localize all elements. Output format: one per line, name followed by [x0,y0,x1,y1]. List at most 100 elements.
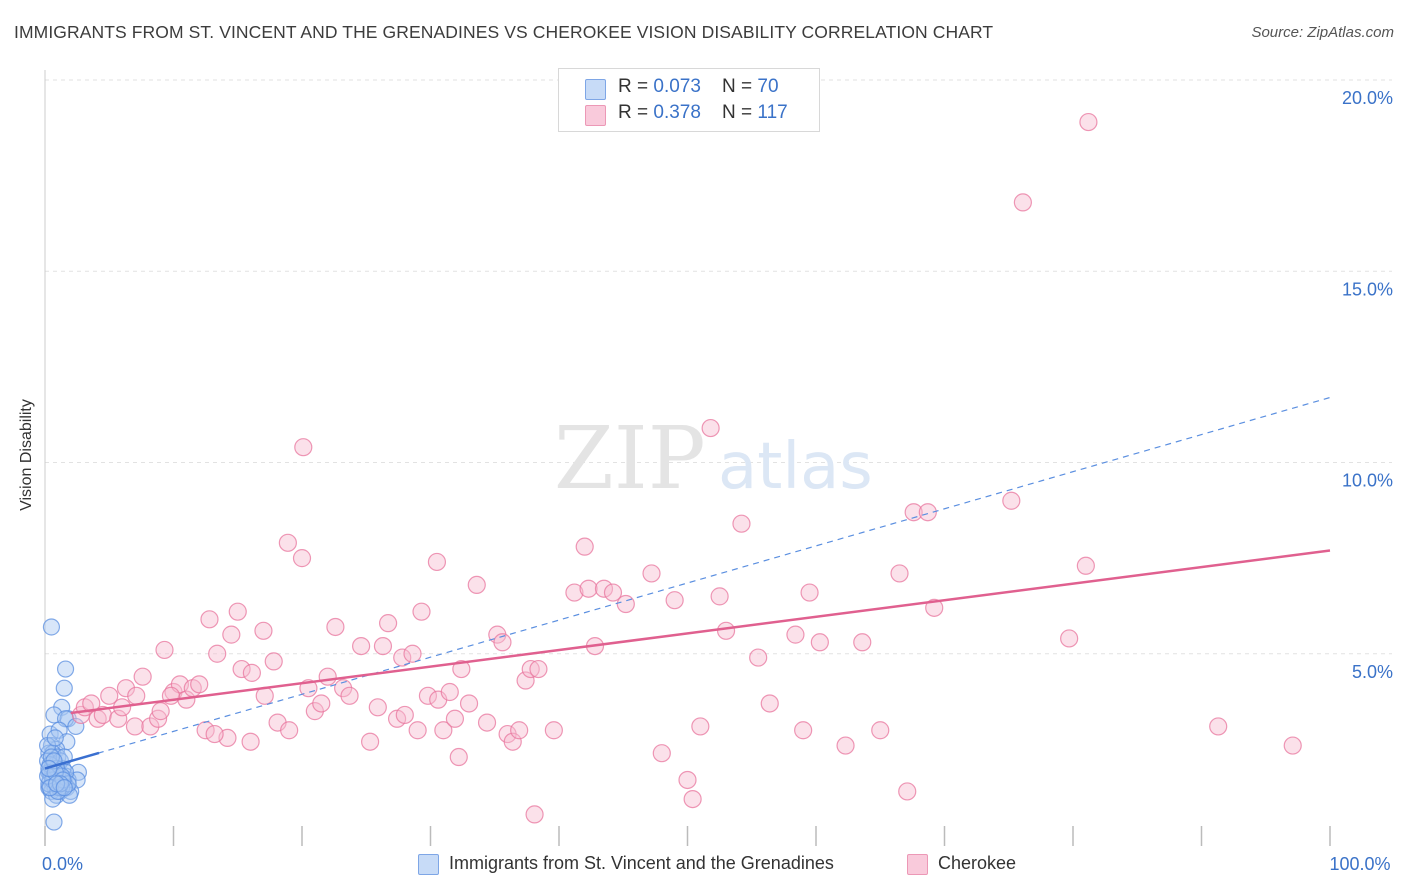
point-cherokee [918,503,937,522]
point-cherokee [579,579,598,598]
point-cherokee [701,418,720,438]
point-cherokee [427,552,447,572]
point-cherokee [294,438,313,457]
point-cherokee [254,621,273,640]
point-cherokee [853,633,872,652]
point-cherokee [836,736,855,755]
x-tick-label: 100.0% [1329,854,1390,874]
point-cherokee [205,724,224,744]
point-cherokee [326,617,345,637]
point-cherokee [683,789,702,809]
point-cherokee [616,594,635,614]
point-immigrants [67,717,85,736]
point-cherokee [93,705,112,725]
watermark-atlas: atlas [718,430,873,504]
point-cherokee [352,636,371,656]
point-cherokee [716,621,736,640]
point-cherokee [794,721,813,740]
point-cherokee [418,686,438,705]
legend-r-value: 0.378 [653,102,701,123]
point-cherokee [898,782,917,801]
legend-r-value: 0.073 [653,76,701,97]
point-cherokee [82,694,101,713]
point-cherokee [292,549,312,568]
point-cherokee [241,732,260,751]
point-cherokee [109,709,128,728]
point-cherokee [127,686,146,705]
y-tick-label: 20.0% [1342,88,1393,108]
trend-line-immigrants-dashed [44,396,1331,770]
legend-n-label: N = [722,102,758,123]
point-immigrants [56,660,75,678]
point-cherokee [222,625,241,644]
point-immigrants [42,618,61,636]
point-cherokee [665,591,684,610]
point-cherokee [1002,491,1021,510]
point-immigrants [46,729,64,747]
point-cherokee [904,503,923,522]
point-cherokee [125,717,145,736]
point-cherokee [200,610,219,629]
point-cherokee [575,537,594,556]
point-cherokee [242,663,261,682]
chart-source: Source: ZipAtlas.com [1251,24,1394,41]
bottom-legend-swatch-cherokee [907,854,928,875]
point-cherokee [452,659,471,679]
point-cherokee [412,602,431,621]
stats-legend: R = 0.073 N = 70 R = 0.378 N = 117 [558,68,820,132]
y-tick-label: 10.0% [1342,471,1393,491]
point-immigrants [55,679,73,697]
legend-r-label: R = [618,76,654,97]
point-cherokee [340,686,359,705]
point-cherokee [1283,736,1302,755]
point-cherokee [871,721,890,740]
point-cherokee [800,583,819,602]
point-cherokee [1060,629,1079,648]
legend-swatch-cherokee [585,105,606,126]
point-cherokee [449,747,468,767]
point-cherokee [652,744,671,763]
point-cherokee [544,721,563,740]
point-cherokee [434,721,453,740]
bottom-legend-swatch-immigrants [418,854,439,875]
point-cherokee [521,659,540,679]
bottom-legend-label-cherokee: Cherokee [938,853,1017,873]
point-cherokee [565,583,584,602]
point-cherokee [510,721,529,740]
point-cherokee [760,694,779,713]
point-cherokee [141,717,160,736]
point-cherokee [133,667,152,686]
legend-n-label: N = [722,76,758,97]
tick-labels: 5.0% 10.0% 15.0% 20.0% 0.0% 100.0% [42,88,1393,874]
legend-r-label: R = [618,102,654,123]
point-cherokee [395,705,414,725]
point-cherokee [459,694,479,713]
point-immigrants [55,779,73,797]
point-cherokee [890,564,909,583]
point-cherokee [810,633,829,652]
point-cherokee [280,721,299,740]
point-cherokee [378,614,398,633]
point-cherokee [318,667,337,686]
point-cherokee [361,732,380,751]
point-cherokee [516,671,535,690]
point-cherokee [1013,193,1032,212]
trend-line-immigrants-solid [44,751,100,770]
legend-n-value: 70 [757,76,779,97]
x-tick-label: 0.0% [42,854,83,874]
watermark-zip: ZIP [554,409,706,509]
point-cherokee [594,579,614,598]
point-cherokee [503,732,522,751]
y-tick-label: 15.0% [1342,279,1393,299]
point-immigrants [47,775,66,793]
point-cherokee [100,686,119,705]
point-cherokee [786,625,805,644]
y-tick-label: 5.0% [1352,662,1393,682]
series-points-immigrants [38,618,88,831]
point-cherokee [1076,556,1095,575]
point-cherokee [477,713,497,732]
point-cherokee [264,652,283,671]
point-immigrants [45,813,63,831]
point-cherokee [228,602,247,621]
